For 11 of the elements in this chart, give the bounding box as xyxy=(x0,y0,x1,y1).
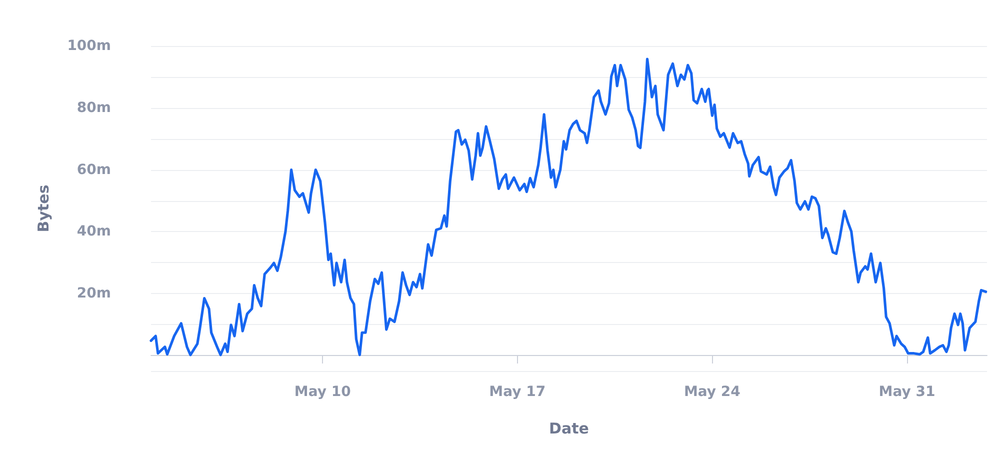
x-axis-title: Date xyxy=(549,420,589,438)
y-tick-label: 100m xyxy=(67,38,111,54)
y-tick-label: 80m xyxy=(76,100,111,116)
x-tick-label: May 31 xyxy=(878,384,936,400)
x-tick-label: May 24 xyxy=(684,384,741,400)
y-tick-label: 60m xyxy=(76,162,111,178)
x-tick-label: May 10 xyxy=(294,384,352,400)
y-tick-label: 40m xyxy=(76,224,111,240)
y-tick-label: 20m xyxy=(76,286,111,302)
y-axis-title: Bytes xyxy=(34,184,52,232)
x-tick-label: May 17 xyxy=(489,384,546,400)
